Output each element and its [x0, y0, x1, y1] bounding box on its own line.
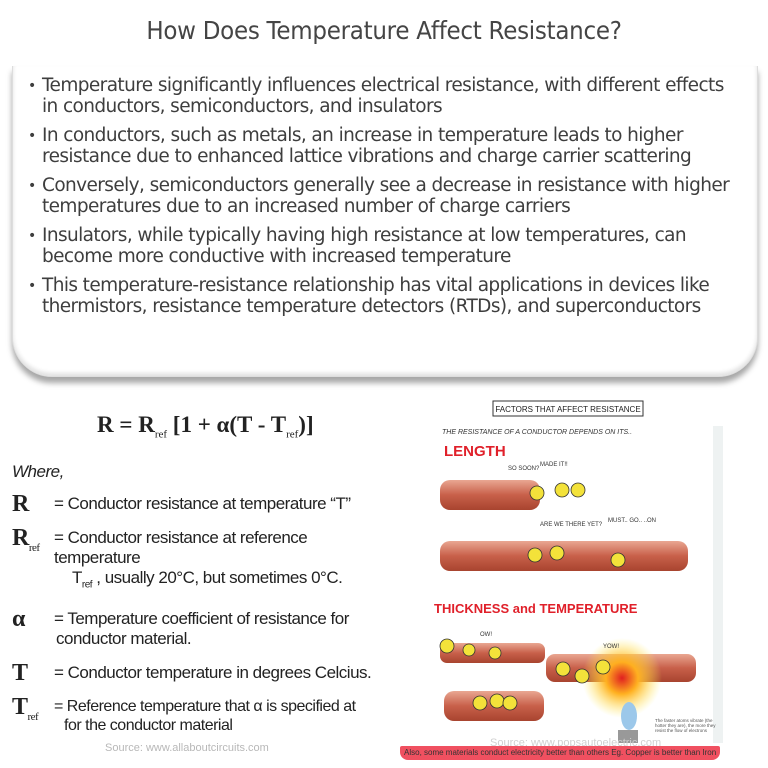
definition-alpha: α = Temperature coefficient of resistanc… — [12, 606, 349, 649]
svg-text:THE RESISTANCE OF A CONDUCTOR: THE RESISTANCE OF A CONDUCTOR DEPENDS ON… — [442, 429, 632, 436]
footer-note: Also, some materials conduct electricity… — [400, 746, 720, 760]
thickness-temperature-heading: THICKNESS and TEMPERATURE — [434, 601, 638, 616]
svg-text:SO SOON?: SO SOON? — [508, 466, 540, 472]
svg-text:MADE IT!!: MADE IT!! — [540, 462, 568, 468]
bullet-list: Temperature significantly influences ele… — [28, 75, 738, 326]
page-title: How Does Temperature Affect Resistance? — [146, 16, 622, 45]
short-pipe — [440, 480, 540, 510]
svg-text:YOW!: YOW! — [603, 644, 619, 650]
bullet-item: Conversely, semiconductors generally see… — [28, 175, 738, 217]
heat-burst — [582, 638, 662, 718]
definition-tref: Tref = Reference temperature that α is s… — [12, 694, 356, 735]
bullet-item: This temperature-resistance relationship… — [28, 275, 738, 317]
definitions: Where, R = Conductor resistance at tempe… — [12, 462, 392, 749]
summary-card — [12, 66, 758, 377]
long-pipe — [440, 541, 688, 571]
bullet-item: Temperature significantly influences ele… — [28, 75, 738, 117]
definition-rref: Rref = Conductor resistance at reference… — [12, 525, 343, 591]
formula-source: Source: www.allaboutcircuits.com — [105, 742, 269, 754]
electrons — [439, 482, 626, 711]
svg-text:OW!: OW! — [480, 632, 492, 638]
length-heading: LENGTH — [444, 443, 506, 460]
svg-text:ARE WE THERE YET?: ARE WE THERE YET? — [540, 522, 603, 528]
where-label: Where, — [12, 462, 64, 481]
illustration-header: FACTORS THAT AFFECT RESISTANCE — [495, 405, 640, 414]
definition-r: R = Conductor resistance at temperature … — [12, 491, 351, 517]
definition-t: T = Conductor temperature in degrees Cel… — [12, 660, 372, 687]
bullet-item: Insulators, while typically having high … — [28, 225, 738, 267]
svg-text:MUST.. GO.. ..ON: MUST.. GO.. ..ON — [608, 518, 656, 524]
resistance-formula: R = Rref [1 + α(T - Tref)] — [97, 412, 314, 441]
resistance-factors-illustration: FACTORS THAT AFFECT RESISTANCE THE RESIS… — [434, 400, 723, 743]
bullet-item: In conductors, such as metals, an increa… — [28, 125, 738, 167]
